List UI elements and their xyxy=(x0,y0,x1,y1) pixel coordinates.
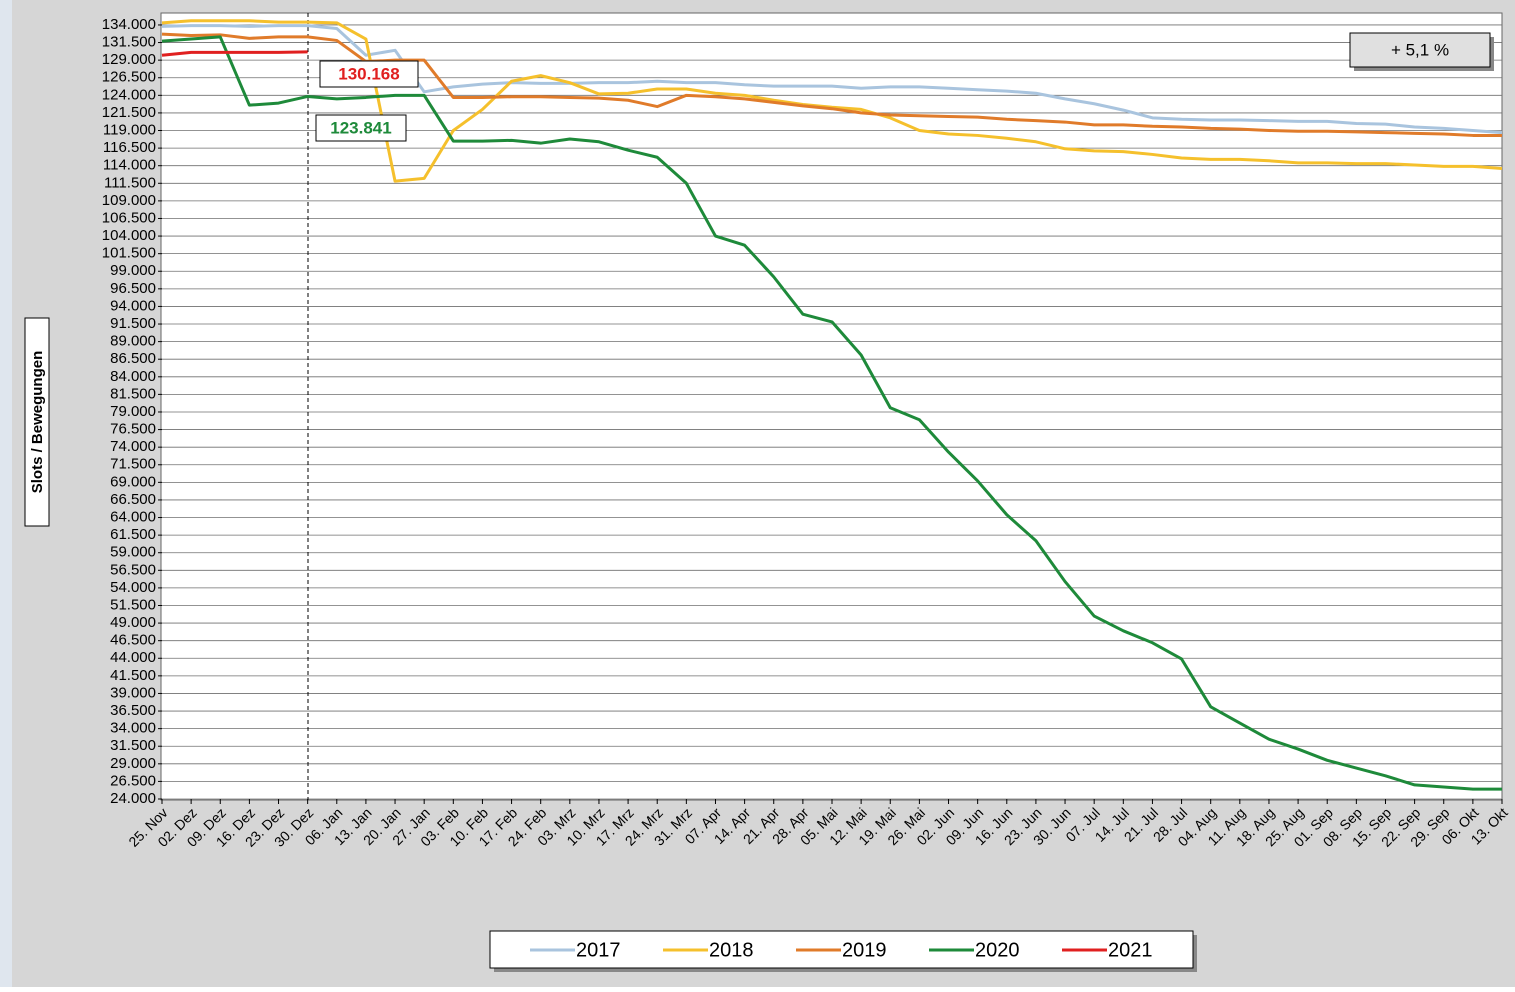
y-tick-label: 41.500 xyxy=(110,667,156,684)
y-tick-label: 101.500 xyxy=(102,245,156,262)
legend-label: 2017 xyxy=(576,939,621,961)
y-tick-label: 56.500 xyxy=(110,561,156,578)
annotation: 130.168 xyxy=(338,64,399,83)
y-tick-label: 24.000 xyxy=(110,790,156,807)
y-tick-label: 71.500 xyxy=(110,456,156,473)
y-tick-label: 66.500 xyxy=(110,491,156,508)
y-axis-label: Slots / Bewegungen xyxy=(29,351,46,494)
y-tick-label: 111.500 xyxy=(104,174,156,191)
y-tick-label: 61.500 xyxy=(110,526,156,543)
y-tick-label: 79.000 xyxy=(110,403,156,420)
y-tick-label: 51.500 xyxy=(110,596,156,613)
y-tick-label: 134.000 xyxy=(102,16,156,33)
y-tick-label: 26.500 xyxy=(110,772,156,789)
y-tick-label: 29.000 xyxy=(110,755,156,772)
y-tick-label: 49.000 xyxy=(110,614,156,631)
y-tick-label: 106.500 xyxy=(102,209,156,226)
y-tick-label: 46.500 xyxy=(110,632,156,649)
annotation-box xyxy=(1349,32,1491,68)
y-tick-label: 86.500 xyxy=(110,350,156,367)
annotation: + 5,1 % xyxy=(1391,40,1449,59)
y-tick-label: 81.500 xyxy=(110,385,156,402)
annotation-box xyxy=(315,114,407,142)
plot-area xyxy=(160,12,1503,801)
y-tick-label: 104.000 xyxy=(102,227,156,244)
y-label-box xyxy=(24,317,50,527)
y-tick-label: 84.000 xyxy=(110,368,156,385)
annotation: 123.841 xyxy=(330,118,391,137)
y-tick-label: 89.000 xyxy=(110,333,156,350)
y-tick-label: 109.000 xyxy=(102,192,156,209)
y-tick-label: 59.000 xyxy=(110,544,156,561)
y-tick-label: 69.000 xyxy=(110,473,156,490)
legend-label: 2018 xyxy=(709,939,754,961)
y-tick-label: 124.000 xyxy=(102,86,156,103)
series-line xyxy=(161,50,308,57)
y-tick-label: 114.000 xyxy=(103,157,156,174)
y-tick-label: 91.500 xyxy=(110,315,156,332)
y-tick-label: 44.000 xyxy=(110,649,156,666)
series-line xyxy=(161,35,1502,791)
y-tick-label: 74.000 xyxy=(110,438,156,455)
y-tick-label: 121.500 xyxy=(102,104,156,121)
y-tick-label: 99.000 xyxy=(110,262,156,279)
y-tick-label: 126.500 xyxy=(102,69,156,86)
y-tick-label: 129.000 xyxy=(102,51,156,68)
legend-label: 2020 xyxy=(975,939,1020,961)
legend-label: 2021 xyxy=(1108,939,1153,961)
y-tick-label: 119.000 xyxy=(103,121,156,138)
y-tick-label: 76.500 xyxy=(110,421,156,438)
y-tick-label: 131.500 xyxy=(102,34,156,51)
legend-label: 2019 xyxy=(842,939,887,961)
y-tick-label: 94.000 xyxy=(110,297,156,314)
y-tick-label: 34.000 xyxy=(110,720,156,737)
y-tick-label: 36.500 xyxy=(110,702,156,719)
series-line xyxy=(161,24,1503,135)
annotation-box xyxy=(319,60,419,88)
y-tick-label: 116.500 xyxy=(103,139,156,156)
y-tick-label: 31.500 xyxy=(110,737,156,754)
side-strip xyxy=(0,0,12,987)
y-tick-label: 39.000 xyxy=(110,684,156,701)
y-tick-label: 64.000 xyxy=(110,509,156,526)
y-tick-label: 96.500 xyxy=(110,280,156,297)
y-tick-label: 54.000 xyxy=(110,579,156,596)
